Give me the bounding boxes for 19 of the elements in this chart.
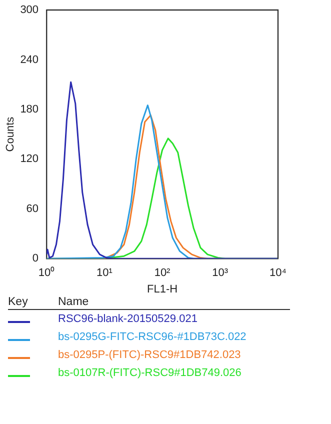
y-tick-label: 180: [20, 103, 39, 116]
text: bs-0295G-FITC-RSC96-#1DB73C.022: [58, 331, 246, 343]
legend-title: Key: [8, 296, 29, 308]
text: bs-0295P-(FITC)-RSC9#1DB742.023: [58, 349, 241, 361]
x-tick-label: 10⁰: [38, 266, 55, 280]
y-tick-label: 60: [26, 202, 39, 215]
y-axis-title: Counts: [4, 116, 17, 152]
y-tick-label: 300: [20, 4, 39, 16]
x-axis-title: FL1-H: [146, 283, 178, 296]
x-tick-label: 10¹: [96, 267, 113, 280]
x-tick-label: 10⁴: [270, 267, 287, 280]
text: RSC96-blank-20150529.021: [58, 313, 198, 325]
y-tick-label: 0: [32, 252, 39, 265]
text: bs-0107R-(FITC)-RSC9#1DB749.026: [58, 367, 242, 379]
x-tick-label: 10³: [212, 267, 228, 280]
x-tick-label: 10²: [154, 267, 171, 280]
y-tick-label: 240: [20, 54, 39, 66]
text: Name: [58, 296, 89, 308]
y-tick-label: 120: [20, 153, 39, 166]
